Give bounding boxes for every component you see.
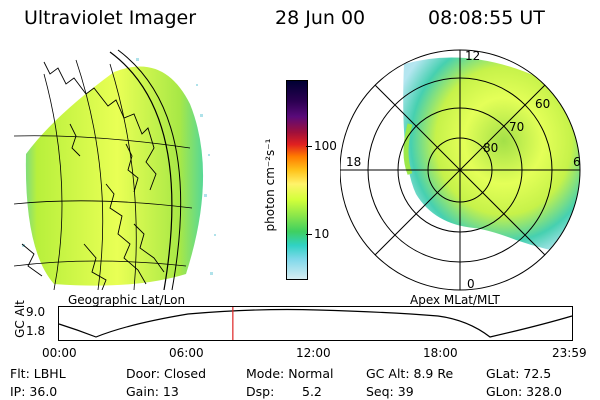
timeline-ylabel: GC Alt [13, 300, 27, 338]
timeline-xtick-4: 23:59 [552, 346, 587, 360]
left-panel-caption: Geographic Lat/Lon [68, 293, 186, 307]
meta-mode: Mode: Normal [246, 366, 334, 381]
mlt-label-18: 18 [346, 155, 361, 169]
colorbar-tick-10: 10 [314, 227, 330, 241]
mlt-label-0: 0 [467, 277, 475, 291]
meta-ip: IP: 36.0 [10, 384, 58, 399]
right-panel-caption: Apex MLat/MLT [410, 293, 500, 307]
timeline-xtick-3: 18:00 [423, 346, 458, 360]
mlat-label-60: 60 [535, 97, 550, 111]
meta-glat: GLat: 72.5 [486, 366, 552, 381]
timeline-ytick-high: 9.0 [26, 305, 46, 319]
timeline-xtick-0: 00:00 [42, 346, 77, 360]
geographic-auroral-image [14, 49, 216, 290]
meta-flt: Flt: LBHL [10, 366, 66, 381]
timeline-xtick-1: 06:00 [169, 346, 204, 360]
colorbar-tick-100: 100 [314, 139, 337, 153]
meta-glon: GLon: 328.0 [486, 384, 562, 399]
magnetic-polar-plot: 12 18 6 0 60 70 80 [340, 49, 581, 291]
colorbar-unit-label: photon cm⁻²s⁻¹ [263, 138, 277, 232]
header-date: 28 Jun 00 [275, 7, 366, 29]
meta-seq: Seq: 39 [366, 384, 414, 399]
meta-gc-alt: GC Alt: 8.9 Re [366, 366, 454, 381]
timeline-xtick-2: 12:00 [296, 346, 331, 360]
colorbar [286, 80, 308, 280]
app-title: Ultraviolet Imager [24, 7, 197, 29]
meta-door: Door: Closed [126, 366, 207, 381]
timeline-plot [58, 306, 573, 341]
timeline-ytick-low: 1.8 [26, 324, 46, 338]
mlt-label-12: 12 [465, 49, 480, 63]
header-time: 08:08:55 UT [428, 7, 545, 29]
meta-gain: Gain: 13 [126, 384, 179, 399]
colorbar-tick-mark [306, 146, 312, 147]
mlat-label-80: 80 [483, 141, 498, 155]
colorbar-tick-mark [306, 234, 312, 235]
meta-dsp-label: Dsp: [246, 384, 275, 399]
mlat-label-70: 70 [509, 120, 524, 134]
mlt-label-6: 6 [573, 155, 581, 169]
meta-dsp-value: 5.2 [302, 384, 322, 399]
